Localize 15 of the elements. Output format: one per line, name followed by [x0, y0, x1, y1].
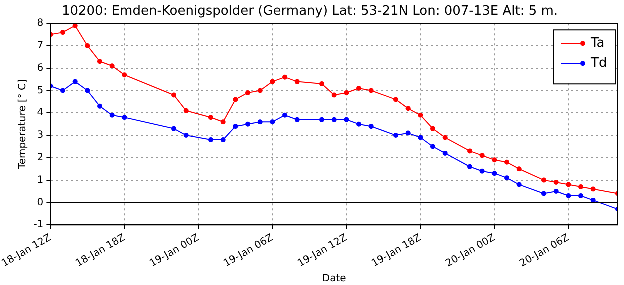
- y-axis-title: Temperature [° C]: [17, 80, 28, 170]
- y-tick-label: 7: [37, 40, 44, 52]
- y-tick-label: 4: [37, 108, 44, 119]
- x-axis-title: Date: [322, 274, 346, 285]
- y-tick-label: 1: [37, 174, 44, 186]
- y-tick-label: 5: [37, 85, 44, 96]
- legend-label: Td: [590, 56, 608, 71]
- y-tick-label: 3: [37, 130, 44, 142]
- y-tick-label: 0: [37, 197, 44, 208]
- chart-title: 10200: Emden-Koenigspolder (Germany) Lat: 53-21N Lon: 007-13E Alt: 5 m.: [62, 4, 558, 20]
- y-tick-label: 8: [37, 18, 44, 30]
- legend-label: Ta: [590, 36, 605, 51]
- y-tick-label: 2: [37, 152, 44, 164]
- y-tick-label: -1: [34, 220, 44, 231]
- y-tick-label: 6: [37, 62, 44, 74]
